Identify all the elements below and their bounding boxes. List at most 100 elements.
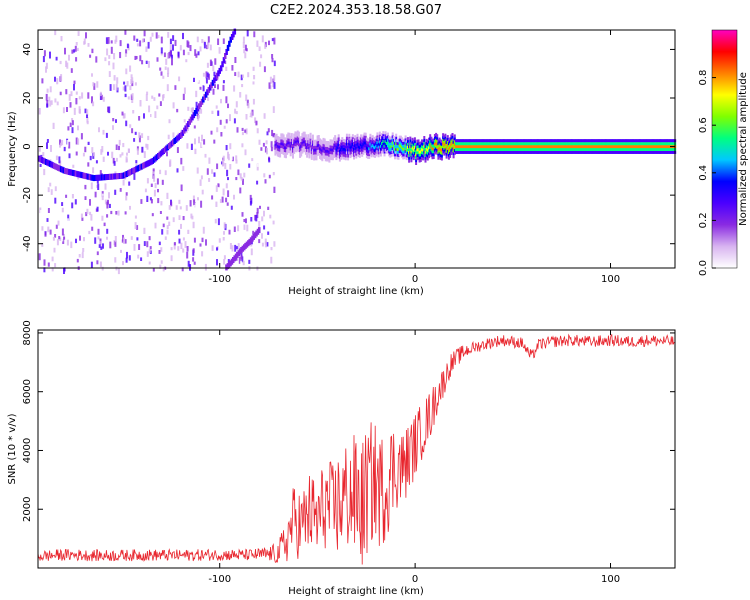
noise-cell	[120, 249, 122, 253]
noise-cell	[39, 103, 41, 108]
noise-cell	[119, 52, 122, 59]
carrier-cell	[363, 147, 366, 151]
carrier-cell	[540, 142, 543, 146]
carrier-cell	[483, 142, 486, 146]
carrier-cell	[663, 145, 666, 149]
carrier-cell	[465, 139, 468, 143]
noise-cell	[75, 42, 78, 46]
noise-cell	[41, 226, 44, 231]
carrier-cell	[541, 148, 544, 151]
noise-cell	[219, 199, 222, 203]
noise-cell	[222, 188, 225, 196]
carrier-cell	[430, 136, 433, 140]
carrier-cell	[406, 154, 409, 158]
noise-cell	[38, 108, 41, 115]
noise-cell	[192, 248, 195, 253]
track-cell	[83, 172, 86, 179]
carrier-cell	[411, 143, 414, 147]
noise-cell	[139, 55, 142, 62]
carrier-cell	[470, 150, 473, 154]
noise-cell	[263, 184, 266, 191]
carrier-cell	[329, 139, 332, 143]
carrier-cell	[627, 142, 630, 146]
carrier-cell	[607, 145, 610, 149]
carrier-cell	[433, 139, 436, 143]
carrier-cell	[384, 143, 387, 146]
carrier-cell	[555, 145, 558, 149]
carrier-cell	[622, 150, 625, 154]
carrier-cell	[559, 148, 562, 151]
carrier-cell	[392, 153, 395, 157]
noise-cell	[115, 83, 118, 91]
carrier-cell	[376, 135, 379, 139]
noise-cell	[235, 177, 238, 181]
carrier-cell	[406, 142, 409, 146]
noise-cell	[108, 106, 111, 114]
noise-cell	[145, 94, 148, 101]
noise-cell	[169, 50, 172, 56]
carrier-cell	[362, 151, 365, 155]
noise-cell	[209, 59, 212, 66]
noise-cell	[45, 93, 48, 101]
carrier-cell	[654, 139, 657, 143]
carrier-cell	[621, 148, 624, 151]
carrier-cell	[335, 142, 338, 146]
carrier-cell	[437, 156, 440, 160]
carrier-cell	[506, 150, 509, 154]
carrier-cell	[322, 155, 325, 159]
carrier-cell	[403, 153, 406, 157]
track-cell	[210, 82, 213, 89]
carrier-cell	[486, 148, 489, 151]
carrier-cell	[501, 148, 504, 151]
carrier-cell	[343, 139, 346, 143]
noise-cell	[261, 35, 264, 43]
carrier-cell	[340, 142, 343, 146]
carrier-cell	[290, 144, 293, 148]
carrier-cell	[436, 143, 439, 146]
carrier-cell	[484, 150, 487, 154]
noise-cell	[125, 192, 128, 196]
carrier-cell	[381, 147, 384, 151]
noise-cell	[136, 237, 139, 241]
carrier-cell	[415, 162, 418, 165]
noise-cell	[49, 182, 52, 187]
carrier-cell	[277, 145, 280, 149]
carrier-cell	[327, 149, 330, 153]
carrier-cell	[573, 139, 576, 143]
track-cell	[229, 36, 232, 43]
carrier-cell	[479, 142, 482, 146]
carrier-cell	[425, 138, 428, 142]
carrier-cell	[578, 150, 581, 154]
track-cell	[94, 175, 97, 181]
carrier-cell	[506, 145, 509, 149]
carrier-cell	[655, 148, 658, 151]
noise-cell	[68, 94, 71, 101]
carrier-cell	[587, 145, 590, 149]
noise-cell	[108, 61, 111, 66]
carrier-cell	[535, 150, 538, 154]
carrier-cell	[368, 156, 371, 159]
carrier-cell	[382, 134, 385, 138]
noise-cell	[235, 159, 238, 164]
track-cell	[244, 242, 247, 249]
carrier-cell	[299, 152, 302, 155]
carrier-cell	[363, 132, 366, 136]
carrier-cell	[348, 142, 351, 146]
noise-cell	[256, 128, 259, 134]
carrier-cell	[539, 148, 542, 151]
carrier-cell	[533, 142, 536, 146]
carrier-cell	[619, 150, 622, 154]
carrier-cell	[428, 152, 430, 156]
carrier-cell	[375, 147, 378, 151]
carrier-cell	[632, 145, 634, 149]
carrier-cell	[435, 150, 438, 154]
carrier-cell	[595, 142, 598, 146]
carrier-cell	[595, 150, 598, 154]
carrier-cell	[492, 139, 495, 143]
carrier-cell	[320, 156, 323, 160]
carrier-cell	[649, 142, 652, 146]
carrier-cell	[446, 141, 449, 144]
carrier-cell	[626, 145, 629, 149]
carrier-cell	[519, 139, 522, 143]
carrier-cell	[442, 150, 445, 154]
